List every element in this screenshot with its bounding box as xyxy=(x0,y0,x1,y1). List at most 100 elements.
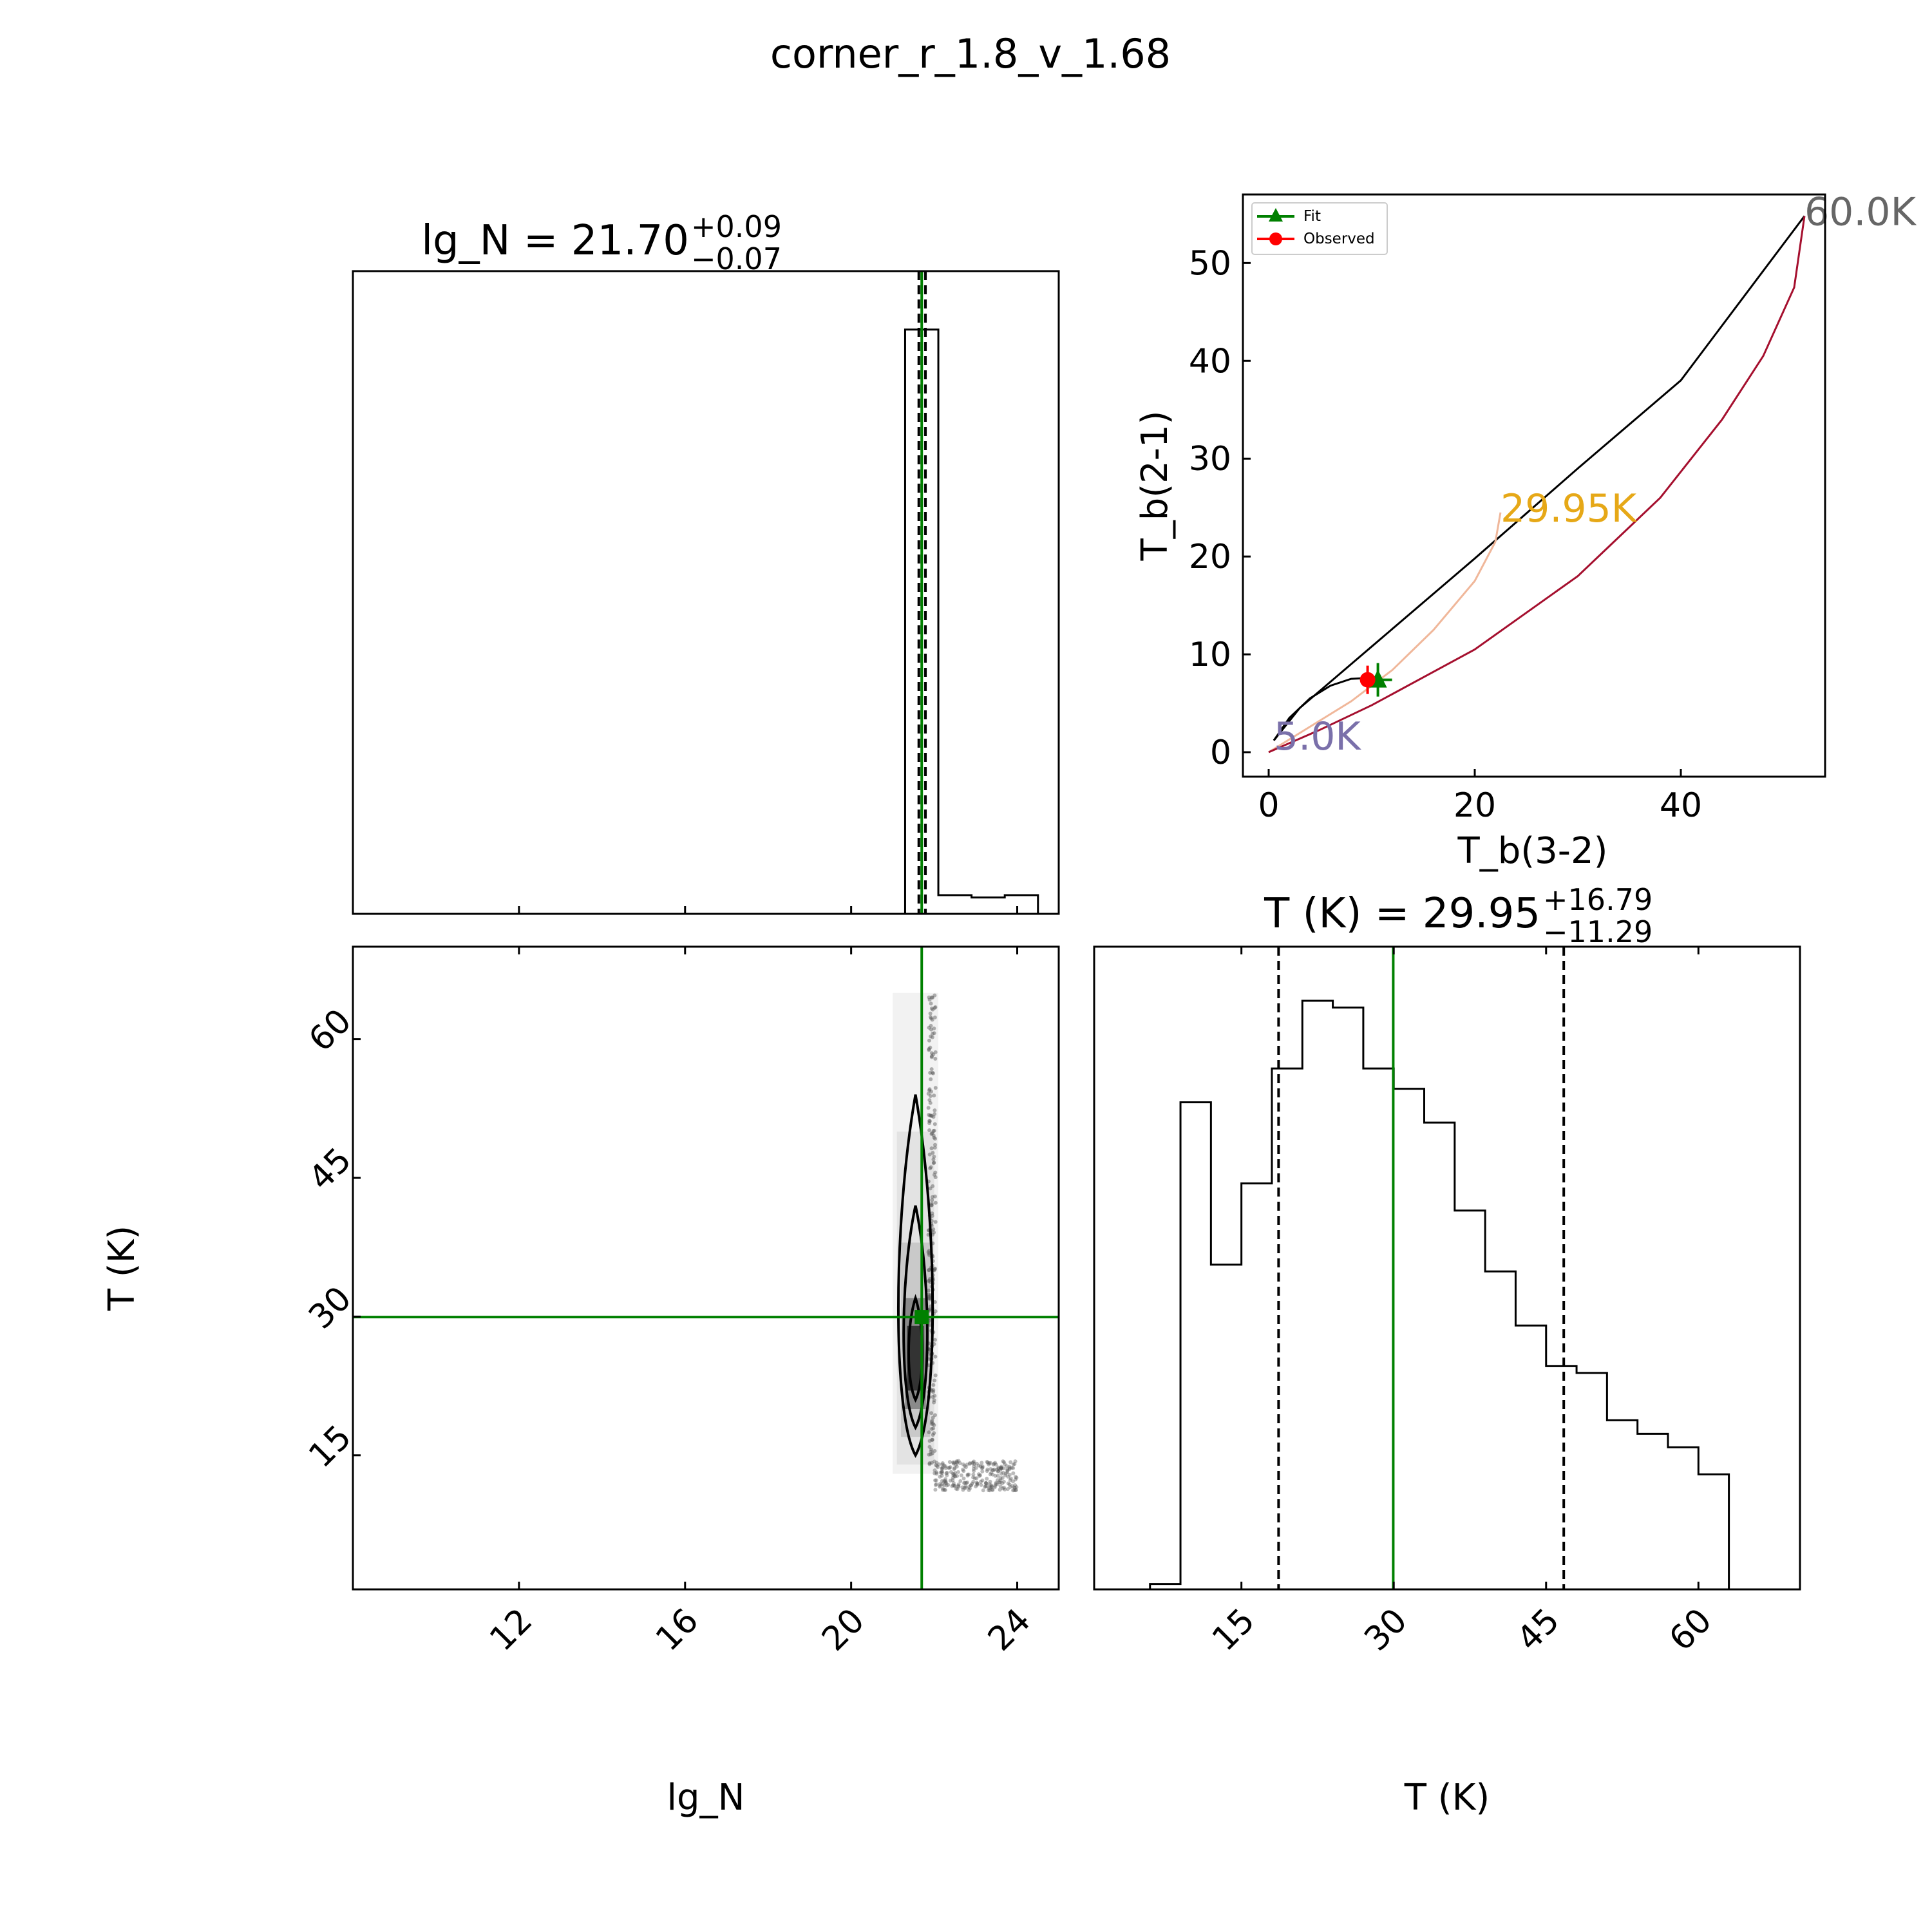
scatter-point xyxy=(952,1484,957,1488)
scatter-point xyxy=(962,1481,967,1485)
scatter-point xyxy=(931,1161,936,1166)
lg-n-xtick-label: 20 xyxy=(815,1601,872,1658)
scatter-point xyxy=(1007,1482,1012,1487)
scatter-point xyxy=(930,1211,934,1216)
scatter-point xyxy=(933,1459,937,1464)
scatter-point xyxy=(983,1481,988,1485)
scatter-point xyxy=(991,1468,996,1473)
scatter-point xyxy=(933,1005,938,1009)
scatter-point xyxy=(942,1463,946,1468)
lg-n-vs-t-ytick-label: 15 xyxy=(301,1418,359,1475)
lg-n-title: lg_N = 21.70 xyxy=(421,217,689,265)
scatter-point xyxy=(933,1482,938,1487)
scatter-point xyxy=(988,1461,992,1465)
tb-ytick-label: 20 xyxy=(1189,538,1231,576)
scatter-point xyxy=(933,1112,937,1116)
scatter-point xyxy=(930,1438,934,1443)
scatter-point xyxy=(933,993,937,998)
t-hist-xtick-label: 30 xyxy=(1358,1601,1415,1658)
scatter-point xyxy=(952,1460,956,1464)
scatter-point xyxy=(932,1027,936,1031)
scatter-point xyxy=(962,1464,967,1468)
tb-annotation: 29.95K xyxy=(1501,486,1638,531)
scatter-point xyxy=(990,1472,995,1477)
scatter-point xyxy=(932,1128,936,1133)
tb-curve-3 xyxy=(1268,216,1806,753)
scatter-point xyxy=(933,1378,937,1383)
scatter-point xyxy=(930,1198,934,1202)
scatter-point xyxy=(929,1001,933,1006)
scatter-point xyxy=(932,1400,936,1405)
scatter-point xyxy=(1003,1487,1007,1492)
t-axis-label-bottom: T (K) xyxy=(1404,1777,1490,1819)
scatter-point xyxy=(980,1465,985,1470)
scatter-point xyxy=(927,1128,932,1132)
scatter-point xyxy=(940,1473,944,1478)
scatter-point xyxy=(934,1482,938,1486)
scatter-point xyxy=(933,1005,937,1010)
scatter-point xyxy=(958,1479,963,1483)
scatter-point xyxy=(991,1463,996,1467)
scatter-point xyxy=(1006,1481,1010,1486)
scatter-point xyxy=(965,1473,970,1478)
scatter-point xyxy=(933,1394,937,1398)
lg-n-hist-frame xyxy=(352,270,1060,915)
scatter-point xyxy=(940,1461,945,1466)
scatter-point xyxy=(944,1483,949,1488)
scatter-point xyxy=(927,1048,931,1052)
t-hist-xtick-label: 15 xyxy=(1205,1601,1262,1658)
scatter-point xyxy=(1011,1471,1016,1475)
scatter-point xyxy=(1000,1481,1005,1486)
scatter-point xyxy=(955,1473,960,1478)
contour-outer xyxy=(896,1094,934,1458)
scatter-point xyxy=(976,1472,981,1477)
scatter-point xyxy=(954,1464,959,1469)
scatter-point xyxy=(931,1115,936,1119)
scatter-point xyxy=(927,1268,931,1273)
scatter-point xyxy=(961,1469,966,1473)
truth-marker xyxy=(914,1310,929,1325)
scatter-point xyxy=(987,1461,992,1466)
scatter-point xyxy=(1007,1466,1012,1470)
lg-n-histogram-panel: lg_N = 21.70 +0.09 −0.07 xyxy=(352,209,1060,915)
scatter-point xyxy=(1001,1479,1006,1484)
scatter-point xyxy=(933,1108,937,1113)
scatter-point xyxy=(927,1444,932,1449)
scatter-point xyxy=(932,1031,936,1036)
scatter-point xyxy=(929,1114,934,1119)
scatter-point xyxy=(931,1388,936,1392)
scatter-point xyxy=(929,1203,934,1208)
scatter-point xyxy=(929,1449,933,1454)
scatter-point xyxy=(999,1466,1004,1470)
scatter-point xyxy=(967,1461,972,1466)
scatter-point xyxy=(933,1170,938,1175)
scatter-point xyxy=(929,1132,934,1136)
scatter-point xyxy=(960,1485,965,1490)
scatter-point xyxy=(1001,1486,1005,1491)
scatter-point xyxy=(965,1472,970,1477)
scatter-point xyxy=(932,1268,936,1273)
scatter-point xyxy=(932,1431,936,1435)
scatter-point xyxy=(927,1430,931,1435)
scatter-point xyxy=(1003,1462,1007,1466)
scatter-point xyxy=(927,1461,932,1465)
lg-n-hist-steps xyxy=(386,328,1039,915)
scatter-point xyxy=(933,1300,937,1304)
scatter-point xyxy=(952,1467,956,1472)
scatter-point xyxy=(979,1482,983,1487)
scatter-point xyxy=(930,1437,934,1442)
scatter-point xyxy=(927,1462,932,1466)
tb-xlabel: T_b(3-2) xyxy=(1457,830,1608,872)
scatter-point xyxy=(927,1046,931,1051)
scatter-point xyxy=(952,1466,957,1470)
scatter-point xyxy=(929,1422,934,1426)
scatter-point xyxy=(945,1473,949,1477)
scatter-point xyxy=(975,1481,980,1486)
scatter-point xyxy=(1009,1476,1013,1481)
scatter-point xyxy=(969,1483,973,1488)
scatter-point xyxy=(985,1484,989,1488)
scatter-point xyxy=(938,1474,942,1479)
scatter-point xyxy=(965,1480,969,1484)
scatter-point xyxy=(1000,1475,1005,1480)
scatter-point xyxy=(928,1276,933,1281)
